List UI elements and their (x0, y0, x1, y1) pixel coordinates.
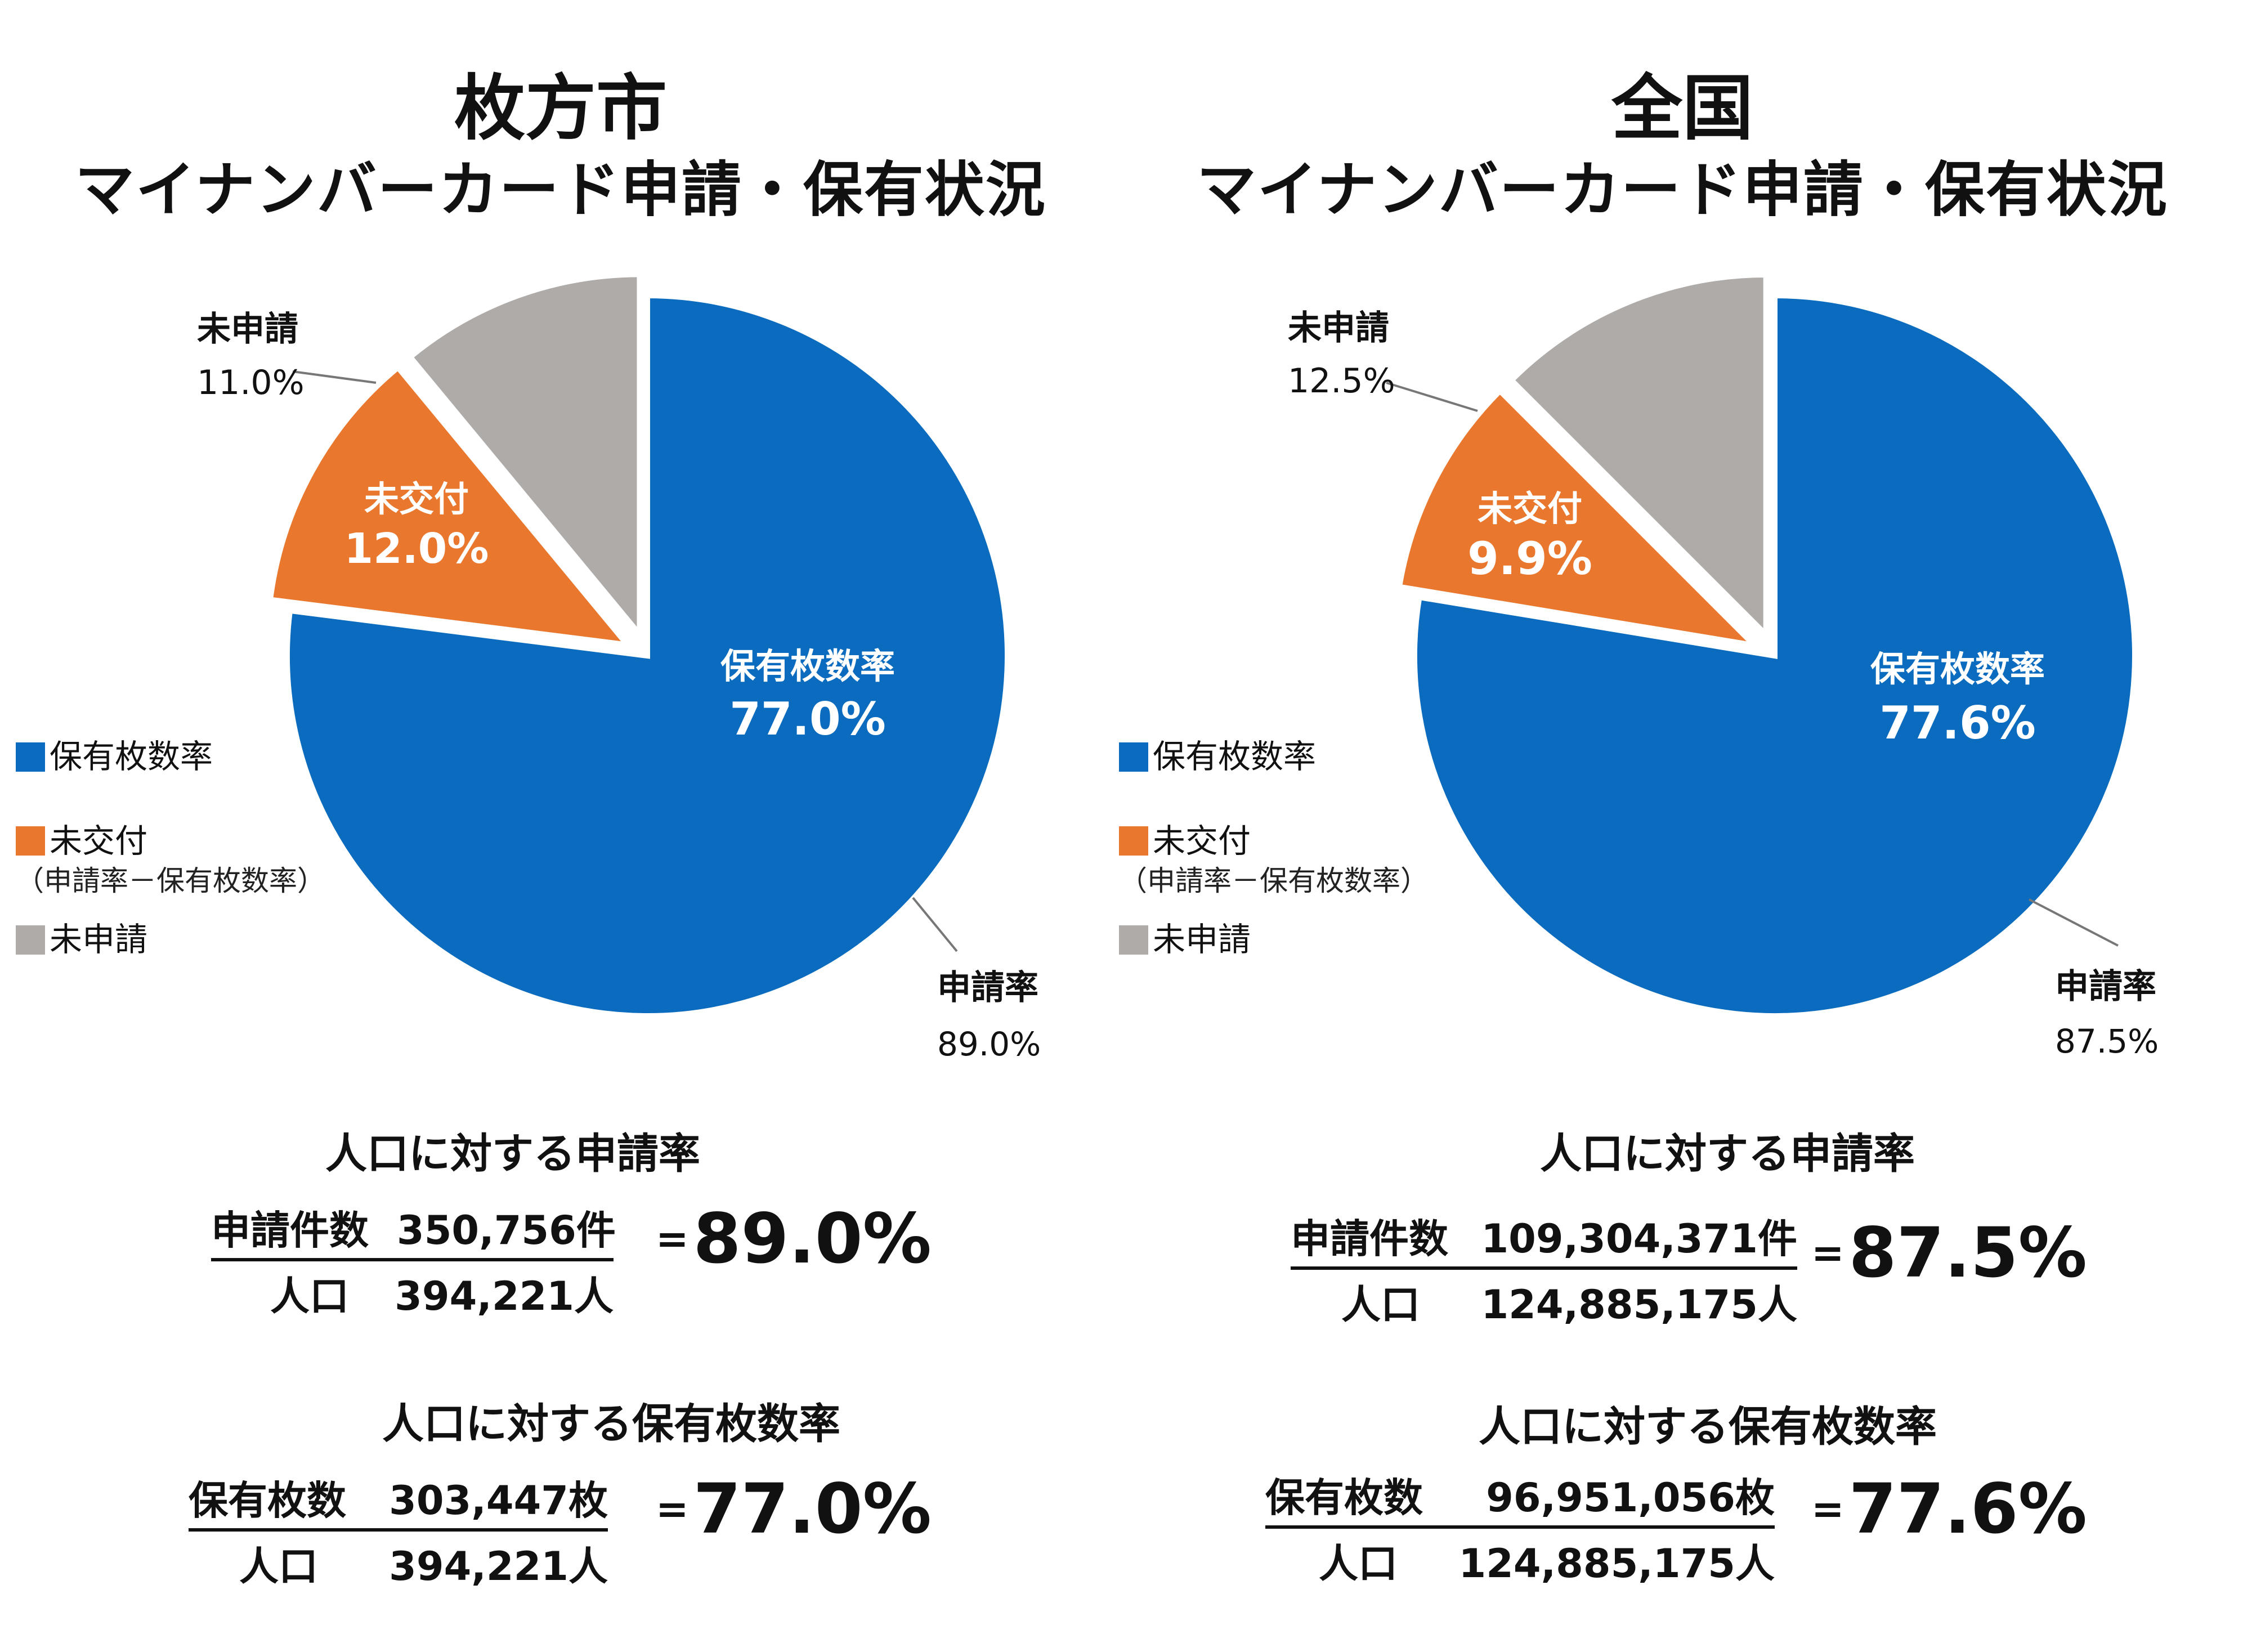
numerator-label: 保有枚数 (189, 1478, 346, 1524)
unissued-slice (1396, 387, 1763, 650)
not-applied-leader-line (292, 370, 377, 384)
apply-result: = 89.0% (656, 1199, 932, 1279)
apply-result-value: 89.0% (693, 1199, 932, 1279)
numerator-label: 保有枚数 (1265, 1475, 1423, 1521)
legend-item-unissued: 未交付 (16, 822, 325, 861)
equals-sign: = (656, 1216, 689, 1262)
not-applied-value: 11.0% (197, 363, 305, 402)
not-applied-slice (1507, 272, 1769, 642)
apply-fraction: 申請件数 350,756件 人口 394,221人 (211, 1199, 616, 1322)
apply-result: = 87.5% (1811, 1213, 2087, 1293)
panel-subtitle: マイナンバーカード申請・保有状況 (1197, 155, 2168, 225)
apply-result-value: 87.5% (1848, 1213, 2087, 1293)
unissued-slice (267, 363, 634, 649)
legend-swatch (1119, 826, 1148, 856)
legend-label: 保有枚数率 (50, 737, 213, 776)
numerator-value: 96,951,056枚 (1486, 1475, 1775, 1521)
holding-result-value: 77.0% (693, 1469, 932, 1549)
legend-swatch (16, 742, 45, 772)
apply-rate-leader-line (912, 897, 958, 952)
holding-result-value: 77.6% (1848, 1469, 2087, 1549)
pie-chart: 未申請 12.5% 未交付 9.9% 保有枚数率 77.6% 申請率 87.5% (1288, 272, 2159, 1060)
not-applied-slice (406, 271, 643, 643)
legend-label: 未申請 (50, 920, 148, 959)
legend-label: 未交付 (1153, 821, 1251, 860)
holding-rate-heading: 人口に対する保有枚数率 (1479, 1403, 1937, 1451)
apply-rate-heading: 人口に対する申請率 (1540, 1130, 1915, 1178)
apply-rate-value: 87.5% (2055, 1022, 2159, 1060)
equals-sign: = (1811, 1230, 1844, 1276)
holding-label: 保有枚数率 (1870, 648, 2045, 690)
not-applied-label: 未申請 (197, 310, 298, 349)
legend-swatch (16, 826, 45, 856)
holding-label: 保有枚数率 (720, 646, 895, 687)
legend: 保有枚数率 未交付 （申請率－保有枚数率） 未申請 (1119, 737, 1429, 960)
legend-label: 未申請 (1153, 920, 1251, 959)
equals-sign: = (1811, 1486, 1844, 1532)
numerator-value: 350,756件 (397, 1207, 616, 1253)
denominator-value: 394,221人 (389, 1543, 608, 1590)
denominator-label: 人口 (1341, 1282, 1420, 1328)
panel-title: 全国 (1611, 67, 1753, 150)
panel-subtitle: マイナンバーカード申請・保有状況 (75, 155, 1046, 225)
denominator-label: 人口 (1319, 1541, 1398, 1587)
numerator-value: 303,447枚 (389, 1478, 608, 1524)
legend-item-not-applied: 未申請 (16, 920, 325, 960)
apply-fraction: 申請件数 109,304,371件 人口 124,885,175人 (1291, 1207, 1797, 1330)
holding-result: = 77.6% (1811, 1469, 2087, 1549)
not-applied-label: 未申請 (1288, 308, 1389, 348)
apply-rate-leader-line (2029, 898, 2119, 947)
pie-chart: 未申請 11.0% 未交付 12.0% 保有枚数率 77.0% 申請率 89.0… (197, 271, 1041, 1063)
panel-hirakata: 枚方市 マイナンバーカード申請・保有状況 未申請 11.0% 未交付 12.0%… (0, 0, 1121, 1652)
apply-rate-value: 89.0% (937, 1025, 1041, 1063)
denominator-value: 124,885,175人 (1481, 1282, 1797, 1328)
legend-label: 未交付 (50, 821, 148, 860)
denominator-label: 人口 (239, 1543, 318, 1590)
unissued-value: 12.0% (344, 525, 489, 573)
legend-item-holding: 保有枚数率 (16, 737, 325, 777)
unissued-value: 9.9% (1467, 532, 1592, 585)
unissued-label: 未交付 (1478, 488, 1582, 529)
apply-rate-label: 申請率 (937, 968, 1038, 1008)
holding-result: = 77.0% (656, 1469, 932, 1549)
legend-note: （申請率－保有枚数率） (1119, 865, 1429, 898)
numerator-value: 109,304,371件 (1481, 1216, 1797, 1262)
legend-item-not-applied: 未申請 (1119, 920, 1429, 960)
not-applied-leader-line (1386, 382, 1478, 412)
holding-fraction: 保有枚数 303,447枚 人口 394,221人 (189, 1469, 608, 1592)
holding-value: 77.6% (1879, 697, 2036, 749)
panel-national: 全国 マイナンバーカード申請・保有状況 未申請 12.5% 未交付 9.9% 保… (1119, 0, 2243, 1652)
denominator-value: 394,221人 (395, 1273, 614, 1319)
denominator-label: 人口 (270, 1273, 349, 1319)
holding-slice (1412, 292, 2138, 1019)
unissued-label: 未交付 (364, 478, 469, 520)
not-applied-value: 12.5% (1288, 361, 1395, 401)
apply-rate-heading: 人口に対する申請率 (325, 1130, 700, 1178)
legend-swatch (1119, 925, 1148, 955)
legend-item-holding: 保有枚数率 (1119, 737, 1429, 777)
numerator-label: 申請件数 (1291, 1216, 1448, 1262)
holding-value: 77.0% (729, 693, 886, 745)
equals-sign: = (656, 1486, 689, 1532)
legend-item-unissued: 未交付 (1119, 822, 1429, 861)
panel-title: 枚方市 (454, 67, 667, 150)
holding-rate-heading: 人口に対する保有枚数率 (382, 1400, 840, 1448)
legend-note: （申請率－保有枚数率） (16, 865, 325, 898)
legend: 保有枚数率 未交付 （申請率－保有枚数率） 未申請 (16, 737, 325, 960)
holding-slice (284, 292, 1010, 1019)
legend-swatch (1119, 742, 1148, 772)
apply-rate-label: 申請率 (2055, 967, 2156, 1006)
legend-label: 保有枚数率 (1153, 737, 1317, 776)
numerator-label: 申請件数 (211, 1207, 369, 1253)
holding-fraction: 保有枚数 96,951,056枚 人口 124,885,175人 (1265, 1466, 1775, 1589)
denominator-value: 124,885,175人 (1458, 1541, 1775, 1587)
legend-swatch (16, 925, 45, 955)
